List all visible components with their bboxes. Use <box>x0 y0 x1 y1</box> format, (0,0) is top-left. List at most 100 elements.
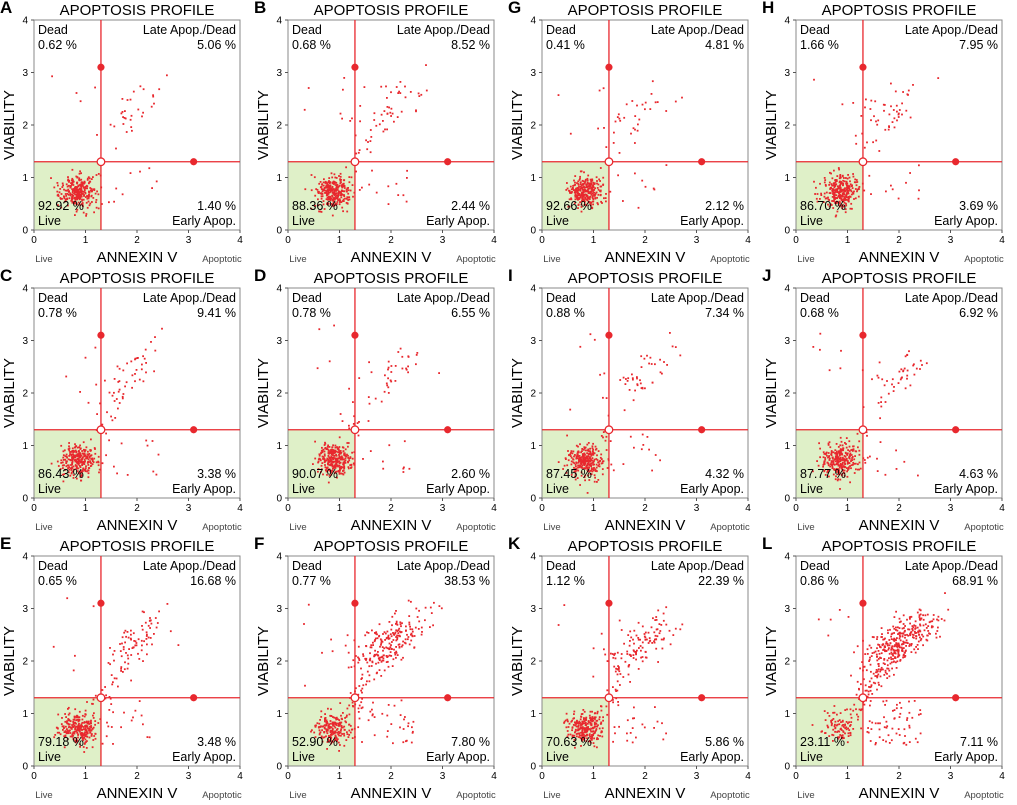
cell-point <box>902 91 904 93</box>
horizontal-gate-handle[interactable] <box>190 694 198 702</box>
cell-point <box>73 201 75 204</box>
cell-point <box>74 198 77 201</box>
cell-point <box>853 458 856 461</box>
gate-center-handle[interactable] <box>96 425 106 435</box>
cell-point <box>80 190 83 193</box>
cell-point <box>140 639 143 642</box>
gate-center-handle[interactable] <box>858 425 868 435</box>
cell-point <box>579 464 581 467</box>
vertical-gate-handle[interactable] <box>605 331 613 339</box>
cell-point <box>600 705 603 708</box>
cell-point <box>399 347 402 350</box>
vertical-gate-handle[interactable] <box>97 599 105 607</box>
cell-point <box>386 106 389 108</box>
cell-point <box>83 195 85 197</box>
cell-point <box>590 182 593 185</box>
cell-point <box>582 454 584 457</box>
cell-point <box>617 665 619 667</box>
horizontal-gate-handle[interactable] <box>190 426 198 434</box>
cell-point <box>345 739 348 741</box>
vertical-gate-handle[interactable] <box>859 331 867 339</box>
vertical-gate-handle[interactable] <box>97 63 105 71</box>
horizontal-gate-handle[interactable] <box>698 426 706 434</box>
cell-point <box>630 132 632 135</box>
cell-point <box>932 618 935 621</box>
horizontal-gate-handle[interactable] <box>444 158 452 166</box>
cell-point <box>837 187 839 190</box>
cell-point <box>88 723 91 725</box>
cell-point <box>344 720 347 723</box>
cell-point <box>358 189 361 191</box>
gate-center-handle[interactable] <box>604 693 614 703</box>
gate-center-handle[interactable] <box>350 157 360 167</box>
cell-point <box>120 666 123 668</box>
cell-point <box>150 105 153 108</box>
horizontal-gate-handle[interactable] <box>698 694 706 702</box>
vertical-gate-handle[interactable] <box>351 63 359 71</box>
cell-point <box>830 172 832 175</box>
vertical-gate-handle[interactable] <box>605 599 613 607</box>
horizontal-gate-handle[interactable] <box>444 694 452 702</box>
gate-center-handle[interactable] <box>604 157 614 167</box>
cell-point <box>336 738 339 741</box>
cell-point <box>329 464 332 467</box>
cell-point <box>574 195 577 198</box>
cell-point <box>640 355 643 358</box>
cell-point <box>618 670 621 673</box>
cell-point <box>78 718 81 721</box>
gate-center-handle[interactable] <box>604 425 614 435</box>
cell-point <box>371 713 374 716</box>
cell-point <box>341 420 344 422</box>
horizontal-gate-handle[interactable] <box>952 158 960 166</box>
cell-point <box>84 727 87 730</box>
vertical-gate-handle[interactable] <box>351 331 359 339</box>
cell-point <box>841 200 844 203</box>
cell-point <box>71 179 74 181</box>
cell-point <box>429 626 431 628</box>
horizontal-gate-handle[interactable] <box>444 426 452 434</box>
cell-point <box>355 655 357 657</box>
horizontal-gate-handle[interactable] <box>190 158 198 166</box>
panel-D: D APOPTOSIS PROFILE Dead 0.78 % Late Apop./D… <box>254 266 508 536</box>
quadrant-dead-label: Dead <box>38 23 68 37</box>
cell-point <box>347 736 350 738</box>
cell-point <box>612 699 614 701</box>
cell-point <box>349 457 352 459</box>
cell-point <box>586 196 589 198</box>
cell-point <box>66 720 68 723</box>
cell-point <box>339 112 342 115</box>
gate-center-handle[interactable] <box>350 693 360 703</box>
cell-point <box>606 713 609 716</box>
horizontal-gate-handle[interactable] <box>698 158 706 166</box>
vertical-gate-handle[interactable] <box>97 331 105 339</box>
vertical-gate-handle[interactable] <box>605 63 613 71</box>
cell-point <box>389 651 392 653</box>
cell-point <box>81 725 83 727</box>
cell-point <box>849 724 852 726</box>
cell-point <box>579 194 582 196</box>
vertical-gate-handle[interactable] <box>859 63 867 71</box>
y-tick-label: 3 <box>784 68 790 79</box>
gate-center-handle[interactable] <box>96 693 106 703</box>
horizontal-gate-handle[interactable] <box>952 426 960 434</box>
cell-point <box>897 112 900 115</box>
cell-point <box>660 624 663 626</box>
cell-point <box>633 629 636 632</box>
cell-point <box>79 196 82 199</box>
cell-point <box>866 141 868 144</box>
cell-point <box>380 642 383 644</box>
gate-center-handle[interactable] <box>96 157 106 167</box>
data-points <box>813 77 940 218</box>
cell-point <box>833 711 836 714</box>
vertical-gate-handle[interactable] <box>351 599 359 607</box>
cell-point <box>632 127 635 130</box>
cell-point <box>327 468 330 471</box>
gate-center-handle[interactable] <box>858 157 868 167</box>
gate-center-handle[interactable] <box>350 425 360 435</box>
cell-point <box>818 442 820 445</box>
cell-point <box>854 181 857 184</box>
cell-point <box>577 197 579 199</box>
cell-point <box>418 95 421 97</box>
cell-point <box>831 467 834 470</box>
cell-point <box>908 350 910 353</box>
